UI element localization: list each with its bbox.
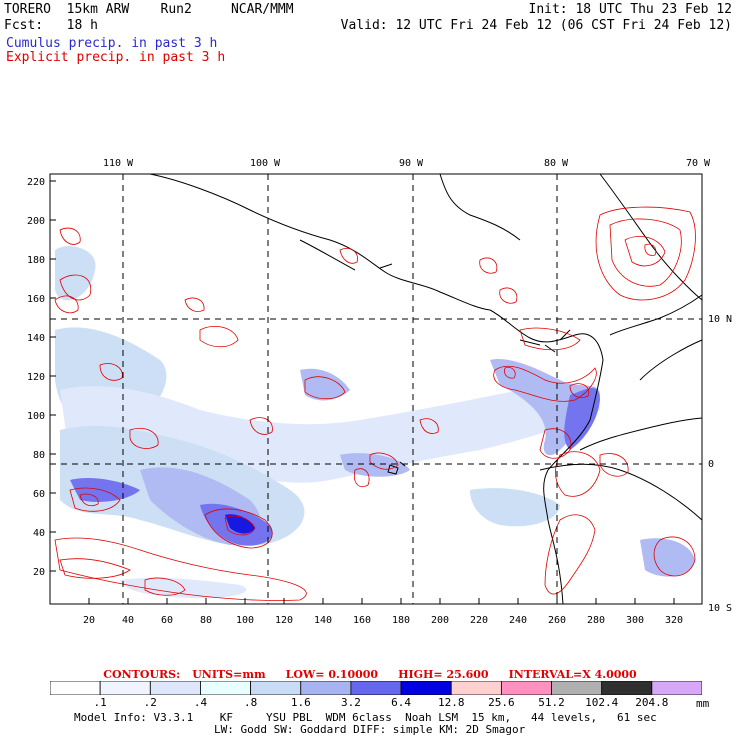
colorbar-swatch — [450, 681, 502, 695]
y-tick-60: 60 — [33, 489, 45, 500]
colorbar-swatch — [551, 681, 603, 695]
colorbar-label: 6.4 — [391, 696, 411, 709]
legend-cumulus-label: Cumulus precip. in past 3 h — [6, 36, 218, 51]
model-info-line1: Model Info: V3.3.1 KF YSU PBL WDM 6class… — [74, 711, 657, 724]
init-time: Init: 18 UTC Thu 23 Feb 12 — [528, 2, 733, 17]
x-tick-40: 40 — [122, 615, 134, 626]
model-title: TORERO 15km ARW Run2 NCAR/MMM — [4, 2, 294, 17]
y-tick-200: 200 — [27, 216, 45, 227]
colorbar-label: .4 — [193, 696, 208, 709]
x-tick-100: 100 — [236, 615, 254, 626]
colorbar-label: .1 — [93, 696, 107, 709]
x-tick-80: 80 — [200, 615, 212, 626]
colorbar-label: .2 — [143, 696, 157, 709]
cumulus-precip-shading — [55, 246, 695, 599]
x-tick-160: 160 — [353, 615, 371, 626]
colorbar-swatch — [200, 681, 252, 695]
lon-label-100w: 100 W — [250, 158, 281, 169]
explicit-precip-contours — [54, 206, 696, 601]
y-tick-180: 180 — [27, 255, 45, 266]
forecast-hour: Fcst: 18 h — [4, 18, 98, 33]
colorbar-swatch — [651, 681, 702, 695]
lon-label-70w: 70 W — [686, 158, 711, 169]
y-tick-40: 40 — [33, 528, 45, 539]
y-tick-100: 100 — [27, 411, 45, 422]
y-tick-140: 140 — [27, 333, 45, 344]
x-tick-220: 220 — [470, 615, 488, 626]
colorbar-unit: mm — [696, 697, 710, 710]
x-tick-320: 320 — [665, 615, 683, 626]
colorbar-label: 51.2 — [538, 696, 565, 709]
x-tick-260: 260 — [548, 615, 566, 626]
y-tick-80: 80 — [33, 450, 45, 461]
x-tick-60: 60 — [161, 615, 173, 626]
contours-interval: INTERVAL=X 4.0000 — [508, 668, 637, 681]
lon-label-110w: 110 W — [103, 158, 134, 169]
latlon-grid — [50, 174, 702, 604]
x-tick-120: 120 — [275, 615, 293, 626]
lat-label-10n: 10 N — [708, 314, 732, 325]
x-tick-180: 180 — [392, 615, 410, 626]
colorbar-swatch — [350, 681, 402, 695]
y-tick-220: 220 — [27, 177, 45, 188]
x-tick-140: 140 — [314, 615, 332, 626]
colorbar-swatch — [601, 681, 653, 695]
y-tick-120: 120 — [27, 372, 45, 383]
x-tick-20: 20 — [83, 615, 95, 626]
contours-info: CONTOURS: UNITS=mm LOW= 0.10000 HIGH= 25.60… — [0, 668, 740, 681]
colorbar-label: 3.2 — [340, 696, 361, 709]
lat-label-0: 0 — [708, 459, 714, 470]
x-tick-300: 300 — [626, 615, 644, 626]
lon-label-80w: 80 W — [544, 158, 569, 169]
colorbar-swatch — [99, 681, 151, 695]
colorbar-label: .8 — [243, 696, 258, 709]
colorbar-label: 204.8 — [635, 696, 669, 709]
lat-label-10s: 10 S — [708, 603, 732, 614]
precip-map: 110 W 100 W 90 W 80 W 70 W 10 N 0 10 S — [27, 158, 732, 626]
colorbar-swatch — [149, 681, 201, 695]
x-tick-280: 280 — [587, 615, 605, 626]
colorbar-swatch — [50, 681, 101, 695]
contours-units: UNITS=mm — [192, 668, 266, 681]
colorbar-swatch — [250, 681, 302, 695]
colorbar-label: 25.6 — [488, 696, 515, 709]
y-tick-160: 160 — [27, 294, 45, 305]
contours-high: HIGH= 25.600 — [398, 668, 489, 681]
x-tick-200: 200 — [431, 615, 449, 626]
legend-explicit-label: Explicit precip. in past 3 h — [6, 50, 226, 65]
colorbar — [50, 681, 702, 695]
colorbar-swatch — [500, 681, 552, 695]
y-tick-20: 20 — [33, 567, 45, 578]
contours-low: LOW= 0.10000 — [285, 668, 379, 681]
colorbar-label: 1.6 — [290, 696, 311, 709]
colorbar-label: 12.8 — [437, 696, 465, 709]
model-info-line2: LW: Godd SW: Goddard DIFF: simple KM: 2D… — [214, 723, 526, 736]
colorbar-swatch — [400, 681, 452, 695]
lon-label-90w: 90 W — [399, 158, 424, 169]
x-tick-240: 240 — [509, 615, 527, 626]
valid-time: Valid: 12 UTC Fri 24 Feb 12 (06 CST Fri … — [340, 18, 732, 33]
contours-label: CONTOURS: — [103, 668, 181, 681]
axis-ticks — [50, 180, 675, 604]
colorbar-swatch — [300, 681, 352, 695]
colorbar-label: 102.4 — [585, 696, 619, 709]
